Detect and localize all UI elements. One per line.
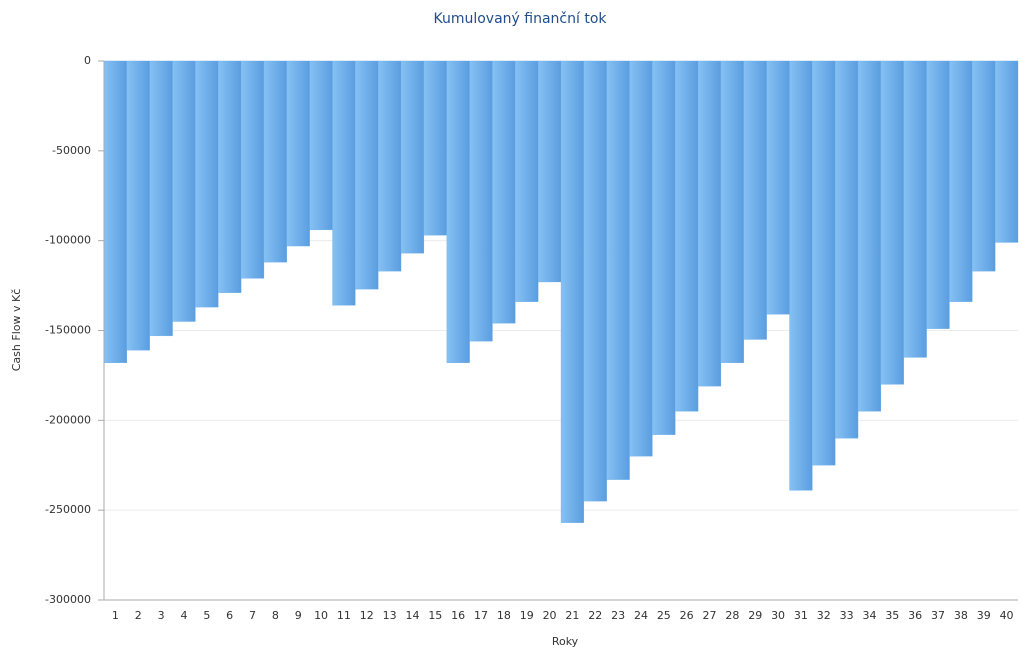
- x-tick-label: 32: [817, 609, 831, 622]
- x-tick-label: 30: [771, 609, 785, 622]
- x-tick-label: 40: [1000, 609, 1014, 622]
- x-tick-label: 4: [180, 609, 187, 622]
- x-tick-label: 34: [862, 609, 876, 622]
- bar: [766, 60, 790, 315]
- x-tick-label: 1: [112, 609, 119, 622]
- x-tick-label: 15: [428, 609, 442, 622]
- x-axis-title: Roky: [552, 635, 579, 648]
- bar: [515, 60, 539, 302]
- bar: [789, 60, 813, 491]
- x-tick-label: 17: [474, 609, 488, 622]
- bar: [103, 60, 128, 363]
- bar: [835, 60, 859, 439]
- x-tick-label: 18: [497, 609, 511, 622]
- x-tick-label: 38: [954, 609, 968, 622]
- x-tick-label: 29: [748, 609, 762, 622]
- bar: [972, 60, 996, 272]
- bar: [332, 60, 356, 306]
- y-tick-label: -100000: [45, 234, 91, 247]
- bar: [400, 60, 425, 254]
- bar: [606, 60, 630, 480]
- x-tick-label: 20: [543, 609, 557, 622]
- x-tick-label: 35: [885, 609, 899, 622]
- bar: [652, 60, 676, 435]
- bar: [675, 60, 699, 412]
- y-tick-label: 0: [84, 54, 91, 67]
- bar: [263, 60, 287, 263]
- x-tick-label: 33: [840, 609, 854, 622]
- bar: [857, 60, 882, 412]
- x-tick-label: 24: [634, 609, 648, 622]
- x-tick-label: 23: [611, 609, 625, 622]
- bar: [149, 60, 173, 337]
- x-tick-label: 31: [794, 609, 808, 622]
- x-tick-label: 37: [931, 609, 945, 622]
- y-tick-label: -250000: [45, 503, 91, 516]
- bar: [126, 60, 150, 351]
- x-tick-label: 25: [657, 609, 671, 622]
- plot-area: 0 -50000 -100000 -150000 -200000 -250000 -3000…: [45, 54, 1019, 622]
- y-tick-label: -200000: [45, 413, 91, 426]
- bar: [538, 60, 562, 283]
- x-tick-label: 10: [314, 609, 328, 622]
- x-tick-label: 7: [249, 609, 256, 622]
- bar: [629, 60, 653, 457]
- bar: [195, 60, 219, 308]
- bar: [949, 60, 973, 302]
- x-tick-label: 6: [226, 609, 233, 622]
- x-tick-label: 5: [203, 609, 210, 622]
- x-tick-label: 19: [520, 609, 534, 622]
- chart-title: Kumulovaný finanční tok: [433, 11, 607, 27]
- x-tick-label: 12: [360, 609, 374, 622]
- y-tick-label: -150000: [45, 324, 91, 337]
- x-tick-label: 27: [703, 609, 717, 622]
- x-tick-label: 26: [680, 609, 694, 622]
- bar: [583, 60, 607, 502]
- x-tick-label: 9: [295, 609, 302, 622]
- bar: [560, 60, 585, 523]
- x-tick-label: 28: [725, 609, 739, 622]
- x-tick-label: 8: [272, 609, 279, 622]
- x-tick-label: 2: [135, 609, 142, 622]
- bar: [880, 60, 904, 385]
- x-tick-label: 13: [383, 609, 397, 622]
- x-tick-label: 11: [337, 609, 351, 622]
- bar: [218, 60, 242, 293]
- x-tick-label: 16: [451, 609, 465, 622]
- bar: [995, 60, 1019, 243]
- x-tick-label: 36: [908, 609, 922, 622]
- x-tick-label: 39: [977, 609, 991, 622]
- bar: [309, 60, 333, 231]
- y-tick-label: -50000: [52, 144, 91, 157]
- x-tick-label: 3: [158, 609, 165, 622]
- x-tick-label: 14: [405, 609, 419, 622]
- bar: [286, 60, 310, 247]
- bar: [378, 60, 402, 272]
- bar: [697, 60, 722, 387]
- bar: [492, 60, 516, 324]
- x-tick-label: 21: [565, 609, 579, 622]
- y-axis-title: Cash Flow v Kč: [10, 289, 23, 372]
- x-tick-label: 22: [588, 609, 602, 622]
- bar: [355, 60, 379, 290]
- bar: [903, 60, 927, 358]
- y-tick-label: -300000: [45, 593, 91, 606]
- bar: [423, 60, 447, 236]
- bar: [743, 60, 767, 340]
- bar: [926, 60, 950, 329]
- bar: [172, 60, 196, 322]
- bar: [240, 60, 265, 279]
- bar: [720, 60, 744, 363]
- bar: [469, 60, 493, 342]
- bar: [812, 60, 836, 466]
- bar: [446, 60, 470, 363]
